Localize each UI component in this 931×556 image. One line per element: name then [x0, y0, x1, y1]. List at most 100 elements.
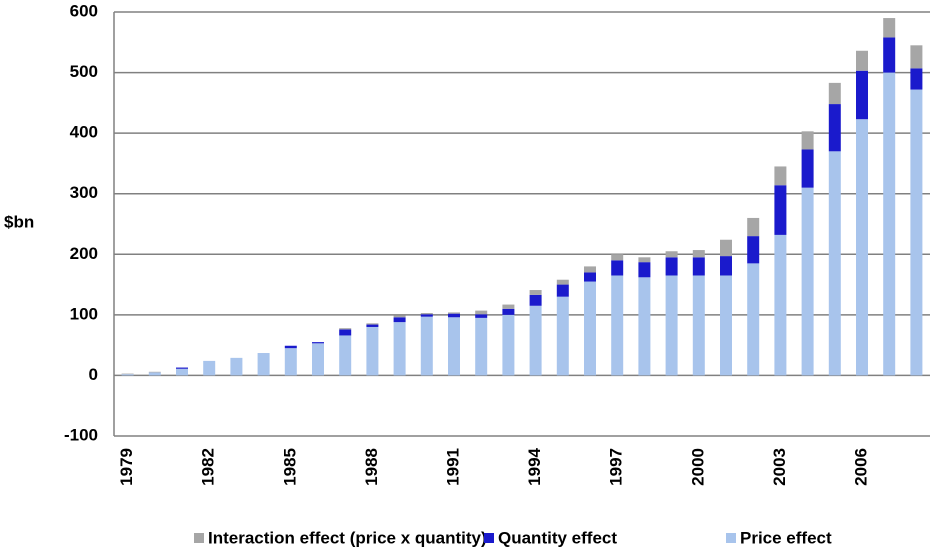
bar-segment	[584, 281, 596, 376]
bar-segment	[366, 324, 379, 327]
bar-segment	[856, 70, 868, 120]
bar-segment	[801, 149, 814, 188]
x-tick-label: 1997	[607, 448, 626, 486]
bar-segment	[176, 368, 188, 376]
bar-segment	[230, 357, 243, 376]
bar-segment	[393, 322, 406, 376]
bar-segment	[692, 250, 705, 258]
bar-segment	[393, 317, 406, 323]
bar-segment	[420, 313, 433, 315]
legend-swatch	[194, 533, 204, 543]
bar-segment	[692, 275, 705, 376]
bar-segment	[556, 296, 569, 376]
bar-segment	[774, 166, 787, 186]
bar-segment	[665, 275, 678, 376]
y-axis-label: $bn	[4, 212, 34, 231]
bar-segment	[856, 50, 868, 71]
bar-segment	[665, 257, 678, 276]
bar-segment	[883, 18, 896, 38]
y-tick-label: 100	[70, 304, 98, 323]
bar-segment	[692, 257, 705, 276]
x-tick-label: 1985	[280, 448, 299, 486]
y-tick-label: 200	[70, 244, 98, 263]
bar-segment	[747, 217, 760, 237]
bar-segment	[121, 374, 134, 376]
bar-segment	[448, 312, 460, 314]
bar-segment	[502, 304, 515, 309]
bar-segment	[475, 317, 488, 376]
bar-segment	[529, 290, 542, 295]
bar-segment	[312, 342, 324, 344]
bar-segment	[801, 131, 814, 150]
bar-segment	[284, 348, 297, 376]
y-tick-label: -100	[64, 425, 98, 444]
x-tick-label: 1988	[362, 448, 381, 486]
bar-segment	[502, 308, 515, 315]
bar-segment	[638, 277, 651, 376]
x-tick-label: 1994	[525, 447, 544, 485]
bar-segment	[203, 360, 216, 376]
bar-segment	[312, 343, 324, 376]
bar-segment	[529, 305, 542, 376]
bar-segment	[828, 82, 841, 105]
y-tick-label: 500	[70, 62, 98, 81]
bar-segment	[665, 251, 678, 258]
bar-segment	[883, 37, 896, 73]
bar-segment	[339, 335, 352, 376]
bar-segment	[475, 314, 488, 318]
bar-segment	[910, 45, 923, 69]
legend-label: Price effect	[740, 528, 832, 547]
bar-segment	[475, 310, 488, 315]
y-tick-label: 400	[70, 123, 98, 142]
x-tick-label: 1991	[443, 448, 462, 486]
y-tick-label: 300	[70, 183, 98, 202]
bar-segment	[801, 187, 814, 376]
bar-segment	[638, 257, 651, 263]
bar-segment	[148, 371, 161, 373]
bar-segment	[720, 256, 732, 276]
x-tick-label: 2006	[851, 448, 870, 486]
bar-segment	[856, 119, 868, 376]
bar-segment	[720, 275, 732, 376]
bar-segment	[910, 68, 923, 90]
bar-segment	[339, 329, 352, 336]
bar-segment	[584, 272, 596, 282]
bar-segment	[611, 260, 624, 276]
y-tick-label: 600	[70, 1, 98, 20]
x-tick-label: 2003	[770, 448, 789, 486]
bar-segment	[339, 328, 352, 330]
bar-segment	[448, 313, 460, 318]
bar-segment	[611, 254, 624, 261]
x-tick-label: 2000	[688, 448, 707, 486]
legend-label: Interaction effect (price x quantity)	[208, 528, 487, 547]
bar-segment	[176, 367, 188, 369]
bar-segment	[148, 372, 161, 376]
bar-segment	[720, 239, 732, 257]
bar-segment	[366, 323, 379, 325]
bar-segment	[828, 104, 841, 152]
bar-segment	[611, 275, 624, 376]
x-tick-label: 1982	[199, 448, 218, 486]
bar-segment	[420, 316, 433, 376]
x-tick-label: 1979	[117, 448, 136, 486]
legend-swatch	[484, 533, 494, 543]
bar-segment	[556, 279, 569, 285]
bar-segment	[747, 236, 760, 264]
bar-segment	[883, 72, 896, 376]
legend-swatch	[726, 533, 736, 543]
bar-segment	[529, 294, 542, 306]
bar-segment	[910, 89, 923, 376]
bar-segment	[774, 234, 787, 376]
bar-segment	[774, 185, 787, 235]
bar-segment	[121, 373, 134, 375]
bar-segment	[747, 263, 760, 376]
legend-label: Quantity effect	[498, 528, 617, 547]
bar-segment	[556, 284, 569, 297]
bar-segment	[828, 151, 841, 376]
bar-segment	[257, 353, 270, 376]
y-tick-label: 0	[89, 365, 98, 384]
bar-segment	[420, 314, 433, 317]
bar-segment	[638, 262, 651, 278]
bar-segment	[584, 266, 596, 273]
